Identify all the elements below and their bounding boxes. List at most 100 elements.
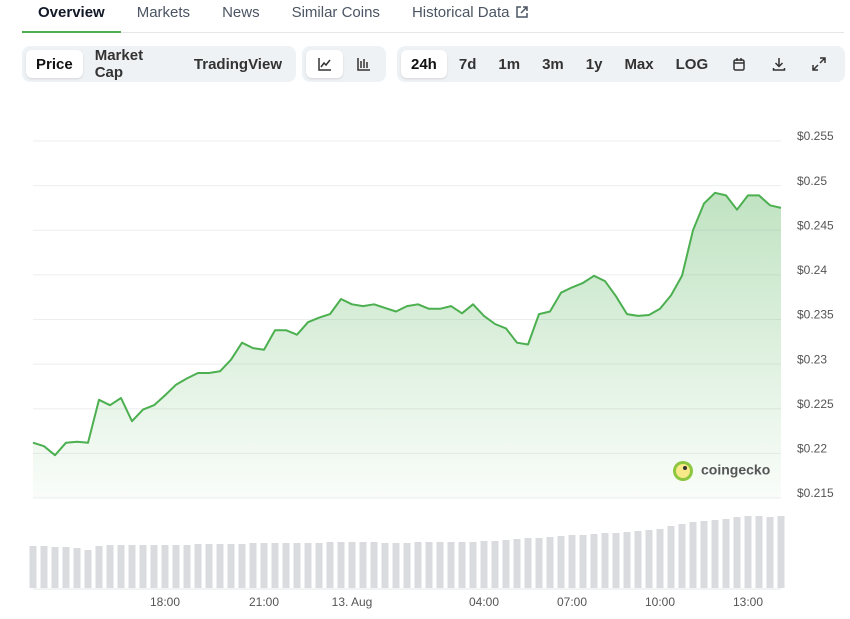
volume-bar [359,542,367,588]
candle-chart-button[interactable] [345,50,382,78]
x-tick-label: 13:00 [733,595,763,609]
fullscreen-button[interactable] [800,50,838,78]
volume-bar [678,524,686,588]
volume-bar [502,540,510,588]
volume-bar [84,550,92,588]
watermark-text: coingecko [701,462,770,478]
volume-bar [777,516,785,588]
range-button-label: 3m [542,55,564,73]
range-button[interactable]: Max [614,50,663,78]
volume-bar [766,517,774,588]
price-line [32,191,782,457]
tab-label: Historical Data [411,4,510,21]
volume-bar [238,544,246,588]
volume-bar [117,545,125,588]
chart-mode-button-label: Market Cap [94,47,144,81]
y-tick-label: $0.22 [797,442,827,456]
x-tick-label: 04:00 [469,595,499,609]
calendar-button[interactable] [720,50,758,78]
volume-bar [194,544,202,588]
line-icon [317,58,331,71]
volume-bar [249,543,257,588]
chart-mode-button[interactable]: Price [26,50,83,78]
range-button-label: 1y [585,55,603,73]
volume-bar [348,542,356,588]
volume-bar [403,543,411,588]
volume-bar [293,543,301,588]
range-button-label: 1m [498,55,521,73]
volume-bar [414,542,422,588]
volume-bar [260,543,268,588]
volume-bar [480,541,488,588]
tab[interactable]: Overview [22,0,121,33]
volume-bar [469,542,477,588]
volume-bar [623,532,631,588]
icon [733,58,745,71]
volume-bar [447,542,455,588]
volume-bar [326,542,334,588]
range-button[interactable]: 24h [401,50,447,78]
range-button[interactable]: 1m [488,50,530,78]
volume-bar [513,539,521,588]
volume-bar [458,542,466,588]
volume-bar [755,516,763,588]
range-button-label: Max [624,55,654,73]
volume-bar [227,544,235,588]
y-tick-label: $0.25 [797,174,827,188]
volume-bar [656,529,664,588]
volume-bar [62,547,70,588]
range-button[interactable]: 1y [576,50,613,78]
volume-bar [139,545,147,588]
watermark: coingecko [673,461,770,481]
volume-bar [634,531,642,588]
volume-bar [744,516,752,588]
volume-bar [183,545,191,588]
y-tick-label: $0.255 [797,129,834,143]
volume-bar [601,533,609,588]
tab[interactable]: Similar Coins [276,0,396,31]
volume-bar [128,545,136,588]
volume-bar [73,548,81,588]
tab-label: Markets [136,4,191,21]
y-tick-label: $0.23 [797,352,827,366]
chart-mode-button-label: TradingView [193,55,282,73]
range-button[interactable]: 7d [449,50,487,78]
x-tick-label: 10:00 [645,595,675,609]
range-button[interactable]: LOG [666,50,719,78]
y-tick-label: $0.225 [797,397,834,411]
y-tick-label: $0.245 [797,218,834,232]
tab-label: Similar Coins [291,4,380,21]
volume-bar [535,538,543,588]
tab-bar: Overview Markets News Similar Coins Historic… [22,0,844,33]
tab[interactable]: Markets [121,0,206,31]
x-tick-label: 18:00 [150,595,180,609]
x-tick-label: 13. Aug [332,595,373,609]
volume-bar [557,536,565,588]
volume-bar [95,546,103,588]
volume-bar [733,517,741,588]
volume-bar [667,526,675,588]
volume-bar [29,546,37,588]
y-tick-label: $0.24 [797,263,827,277]
volume-bar [711,520,719,588]
candle-icon [356,58,370,71]
tab[interactable]: News [206,0,276,31]
volume-bar [315,543,323,588]
volume-bar [370,542,378,588]
icon [772,58,786,71]
volume-bar [568,535,576,588]
chart-mode-button[interactable]: TradingView [184,50,292,78]
volume-bar [150,545,158,588]
range-button[interactable]: 3m [532,50,574,78]
x-tick-label: 21:00 [249,595,279,609]
chart-mode-button[interactable]: Market Cap [85,47,182,81]
download-button[interactable] [760,50,798,78]
tab[interactable]: Historical Data [396,0,546,31]
volume-bar [161,545,169,588]
volume-bar [590,534,598,588]
tab-label: News [222,4,260,21]
line-chart-button[interactable] [306,50,343,78]
range-button-label: LOG [675,55,709,73]
volume-bar [282,543,290,588]
